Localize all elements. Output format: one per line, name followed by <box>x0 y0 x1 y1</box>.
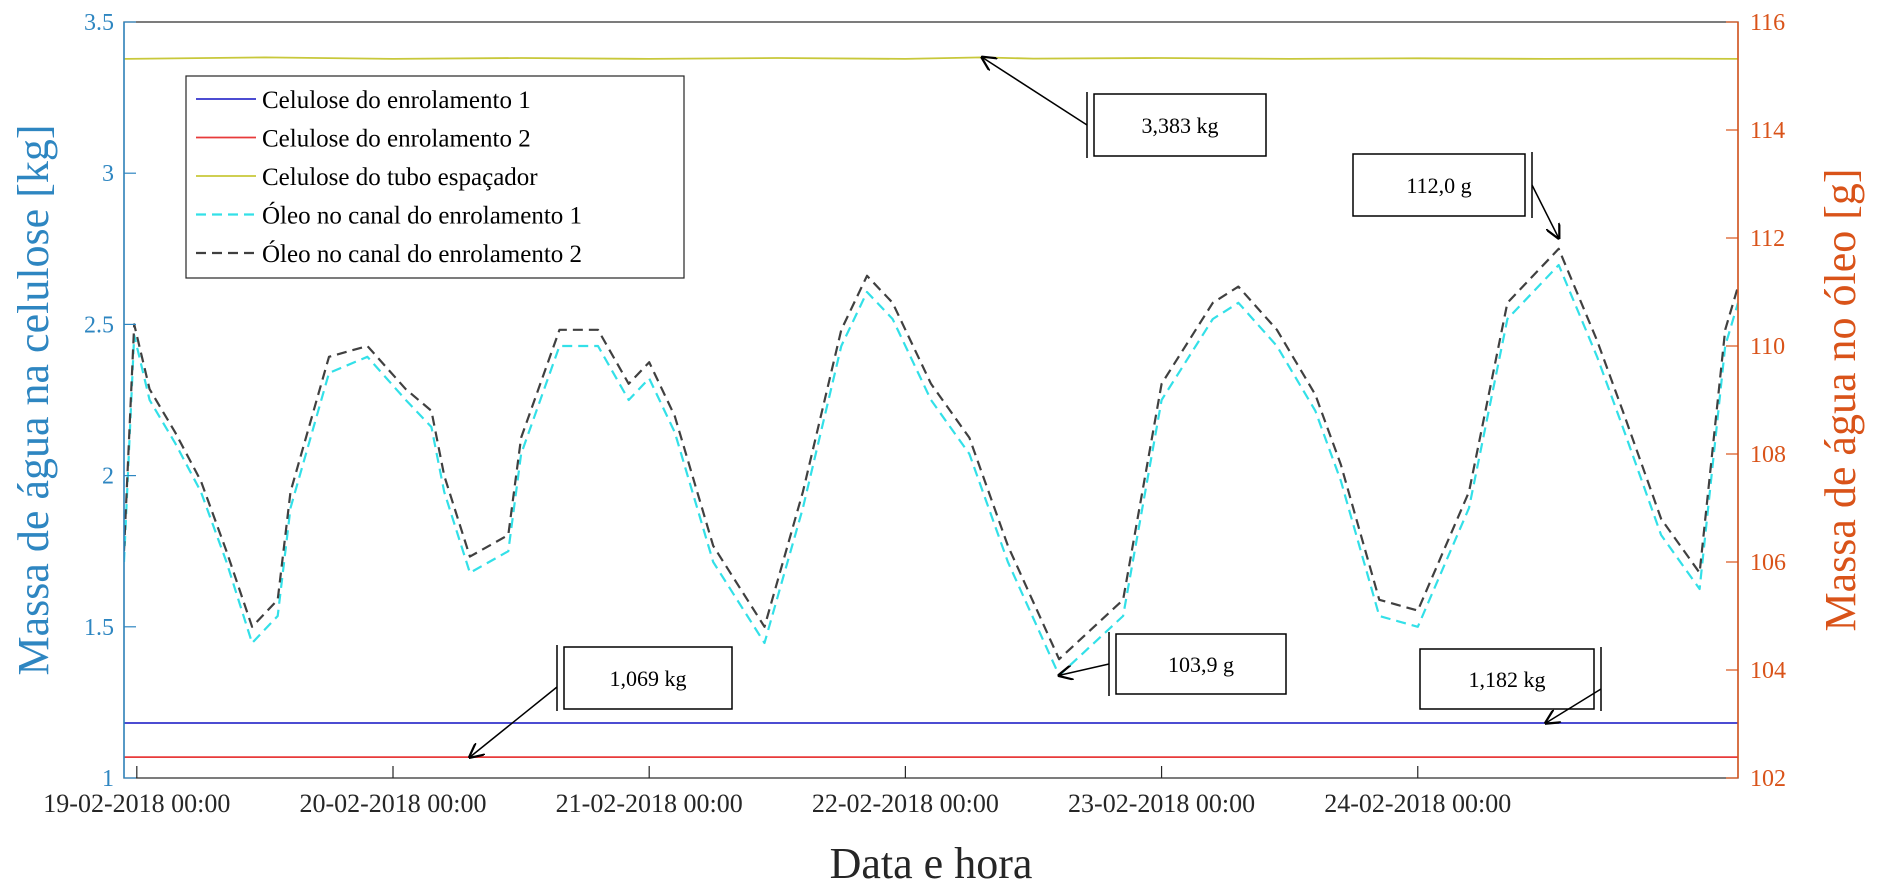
y-right-tick-label: 106 <box>1750 550 1786 576</box>
annotation-label-1: 3,383 kg <box>1142 113 1219 138</box>
series-line-4 <box>124 263 1738 677</box>
y-left-tick-label: 3 <box>102 161 114 187</box>
annotation-arrow-1 <box>982 57 1088 126</box>
annotation-label-4: 1,069 kg <box>610 666 687 691</box>
x-tick-label: 24-02-2018 00:00 <box>1324 789 1511 818</box>
y-axis-left-label: Massa de água na celulose [kg] <box>9 124 58 675</box>
annotation-box-3 <box>1115 633 1287 695</box>
series-line-5 <box>124 247 1738 661</box>
x-tick-label: 23-02-2018 00:00 <box>1068 789 1255 818</box>
legend-label-3: Celulose do tubo espaçador <box>262 164 538 191</box>
annotation-box-1 <box>1093 93 1267 157</box>
y-right-tick-label: 108 <box>1750 442 1786 468</box>
annotation-label-3: 103,9 g <box>1168 652 1234 677</box>
legend-label-1: Celulose do enrolamento 1 <box>262 87 531 114</box>
annotation-box-2 <box>1352 153 1526 217</box>
annotation-label-5: 1,182 kg <box>1469 667 1546 692</box>
annotations: 3,383 kg 112,0 g 103,9 g 1,069 kg 1,182 kg <box>470 57 1602 757</box>
series-layer <box>124 56 1738 758</box>
y-right-tick-label: 104 <box>1750 658 1786 684</box>
annotation-arrow-3 <box>1059 663 1110 675</box>
x-tick-label: 21-02-2018 00:00 <box>556 789 743 818</box>
annotation-arrow-2 <box>1531 184 1559 238</box>
y-right-tick-label: 116 <box>1750 10 1785 36</box>
legend-label-4: Óleo no canal do enrolamento 1 <box>262 202 582 230</box>
y-left-tick-label: 2.5 <box>84 312 114 338</box>
annotation-box-4 <box>563 646 733 710</box>
x-axis-label: Data e hora <box>830 839 1033 886</box>
y-left-tick-label: 1.5 <box>84 615 114 641</box>
y-left-tick-label: 3.5 <box>84 10 114 36</box>
y-right-tick-label: 110 <box>1750 334 1785 360</box>
x-tick-label: 19-02-2018 00:00 <box>43 789 230 818</box>
y-left-tick-label: 2 <box>102 464 114 490</box>
annotation-box-5 <box>1419 648 1595 710</box>
axes-layer: 1 1.5 2 2.5 3 3.5 102 104 106 108 110 112 114 116 19-0… <box>43 10 1786 818</box>
annotation-arrow-5 <box>1546 688 1602 723</box>
legend-box <box>185 75 685 279</box>
annotation-label-2: 112,0 g <box>1406 173 1471 198</box>
legend-label-2: Celulose do enrolamento 2 <box>262 126 531 153</box>
legend-label-5: Óleo no canal do enrolamento 2 <box>262 240 582 268</box>
y-left-tick-label: 1 <box>102 766 114 792</box>
y-right-tick-label: 102 <box>1750 766 1786 792</box>
y-right-tick-label: 112 <box>1750 226 1785 252</box>
annotation-arrow-4 <box>470 686 558 757</box>
y-axis-right-label: Massa de água no óleo [g] <box>1816 168 1865 631</box>
y-right-tick-label: 114 <box>1750 118 1785 144</box>
x-tick-label: 22-02-2018 00:00 <box>812 789 999 818</box>
legend: Celulose do enrolamento 1 Celulose do enr… <box>185 75 685 279</box>
x-tick-label: 20-02-2018 00:00 <box>299 789 486 818</box>
